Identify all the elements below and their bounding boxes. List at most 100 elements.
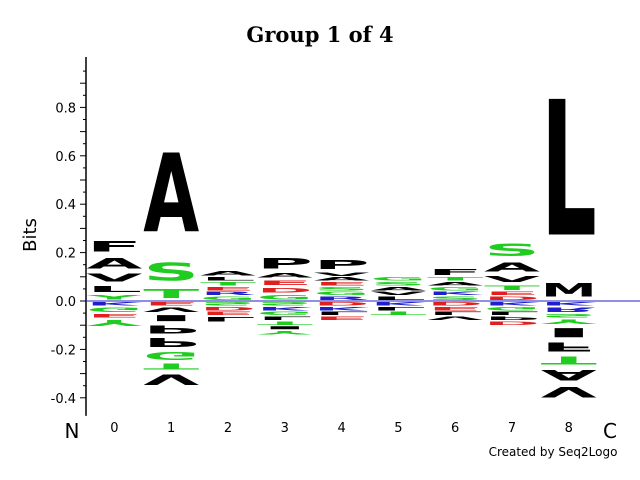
logo-letter-F: F	[86, 238, 142, 255]
logo-letter-K: K	[541, 301, 597, 306]
logo-letter-K: K	[370, 301, 426, 306]
logo-letter-I: I	[257, 325, 313, 330]
logo-letter-E: E	[314, 282, 370, 287]
logo-letter-A: A	[257, 272, 313, 279]
logo-letter-Y: Y	[256, 330, 312, 335]
logo-letter-V: V	[541, 383, 598, 400]
logo-letter-A: A	[143, 132, 199, 258]
logo-letter-P: P	[314, 257, 370, 272]
logo-letter-V: V	[427, 315, 483, 320]
logo-letter-K: K	[86, 301, 142, 306]
y-tick-label: 0.0	[55, 295, 76, 310]
logo-letter-T: T	[143, 287, 199, 301]
logo-letter-A: A	[86, 255, 143, 272]
y-axis: 0.8 0.6 0.4 0.2 0.0 -0.2 -0.4	[51, 57, 87, 416]
c-terminal-label: C	[603, 419, 617, 443]
logo-letter-T: T	[143, 362, 199, 372]
logo-letter-G: G	[427, 287, 483, 292]
logo-letter-E: E	[427, 306, 483, 311]
logo-letter-P: P	[257, 255, 313, 272]
logo-letter-D: D	[200, 306, 256, 311]
logo-letter-V: V	[484, 275, 540, 285]
logo-letter-T: T	[370, 311, 426, 316]
n-terminal-label: N	[65, 419, 80, 443]
logo-letter-S: S	[541, 313, 597, 318]
logo-letter-T: T	[427, 277, 483, 282]
x-tick-label: 0	[110, 421, 118, 436]
logo-letter-K: K	[314, 306, 370, 311]
logo-letter-T: T	[200, 282, 256, 287]
logo-letter-G: G	[143, 349, 199, 361]
logo-letter-G: G	[257, 311, 313, 316]
logo-letter-L: L	[200, 316, 256, 323]
logo-letter-L: L	[541, 63, 597, 279]
logo-letter-A: A	[200, 270, 256, 277]
logo-letter-L: L	[86, 284, 142, 294]
logo-letter-K: K	[257, 306, 313, 311]
x-tick-label: 7	[508, 421, 516, 436]
logo-letter-D: D	[314, 301, 370, 306]
logo-letter-G: G	[200, 296, 256, 301]
y-axis-label: Bits	[20, 218, 41, 252]
logo-letter-A: A	[541, 366, 598, 383]
logo-letter-F: F	[541, 340, 597, 354]
y-tick-label: 0.8	[55, 101, 76, 116]
logo-letter-A: A	[314, 277, 370, 282]
logo-letter-Y: Y	[86, 294, 142, 301]
logo-letter-V: V	[143, 306, 199, 313]
logo-letter-L: L	[314, 311, 370, 316]
logo-letter-T: T	[257, 320, 313, 325]
logo-letter-R: R	[200, 291, 256, 296]
logo-letter-Y: Y	[540, 318, 596, 325]
logo-letter-M: M	[541, 279, 597, 301]
logo-letter-D: D	[484, 296, 540, 301]
logo-letter-I: I	[541, 325, 597, 339]
logo-letter-K: K	[484, 301, 540, 306]
logo-letter-T: T	[484, 284, 540, 291]
y-tick-label: 0.6	[55, 150, 76, 165]
logo-letter-P: P	[143, 335, 199, 350]
y-tick-label: -0.4	[51, 392, 76, 407]
logo-letter-A: A	[427, 282, 483, 287]
logo-letter-L: L	[200, 277, 256, 282]
y-tick-label: -0.2	[51, 343, 76, 358]
logo-letter-D: D	[427, 301, 483, 306]
logo-letter-V: V	[314, 272, 370, 277]
y-tick-label: 0.4	[55, 198, 76, 213]
logo-letter-D: D	[484, 320, 540, 325]
logo-letter-K: K	[427, 291, 483, 296]
logo-letter-G: G	[86, 306, 142, 313]
logo-letter-S: S	[200, 301, 256, 306]
x-tick-label: 3	[281, 421, 289, 436]
logo-stacks: YLVAFKGEYTSAEVIPPGTVGRETLASDELGDEAPSKGLT…	[86, 63, 598, 400]
x-tick-label: 6	[451, 421, 459, 436]
logo-letter-S: S	[370, 282, 426, 287]
logo-letter-F: F	[427, 267, 483, 277]
logo-letter-G: G	[484, 306, 540, 311]
logo-letter-G: G	[257, 294, 313, 301]
x-tick-label: 5	[394, 421, 402, 436]
logo-letter-I: I	[143, 313, 199, 323]
logo-letter-S: S	[314, 286, 370, 291]
logo-letter-E: E	[200, 311, 256, 316]
logo-letter-L: L	[484, 311, 540, 316]
logo-letter-L: L	[370, 296, 426, 301]
logo-letter-L: L	[370, 306, 426, 311]
logo-letter-A: A	[484, 260, 540, 274]
logo-letter-D: D	[257, 287, 313, 294]
x-tick-label: 2	[224, 421, 232, 436]
logo-letter-E: E	[257, 279, 313, 286]
logo-letter-S: S	[257, 301, 313, 306]
logo-letter-E: E	[200, 286, 256, 291]
logo-letter-R: R	[314, 296, 370, 301]
logo-letter-S: S	[427, 296, 483, 301]
